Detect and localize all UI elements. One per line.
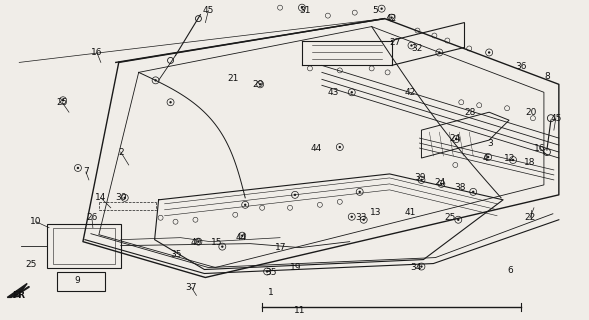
Text: 15: 15: [211, 238, 222, 247]
Circle shape: [62, 99, 64, 101]
Text: 45: 45: [550, 114, 561, 123]
Text: 41: 41: [405, 208, 416, 217]
Circle shape: [421, 179, 423, 181]
Text: FR: FR: [12, 291, 25, 300]
Text: 1: 1: [268, 288, 274, 297]
Circle shape: [350, 216, 353, 218]
Text: 36: 36: [515, 62, 527, 71]
Text: 43: 43: [327, 88, 339, 97]
Circle shape: [124, 197, 126, 199]
Text: 11: 11: [294, 306, 306, 315]
Text: 27: 27: [389, 38, 401, 47]
Text: 16: 16: [91, 48, 102, 57]
Text: 10: 10: [31, 217, 42, 226]
Text: 31: 31: [299, 6, 311, 15]
Circle shape: [339, 146, 341, 148]
Circle shape: [487, 156, 489, 158]
Circle shape: [488, 51, 491, 54]
Text: 42: 42: [386, 14, 397, 23]
Circle shape: [455, 138, 458, 140]
Circle shape: [294, 194, 296, 196]
Text: 44: 44: [310, 144, 322, 153]
Text: 7: 7: [83, 167, 89, 176]
Text: 30: 30: [115, 193, 127, 202]
Text: 25: 25: [445, 213, 456, 222]
Text: 42: 42: [405, 88, 416, 97]
Text: 35: 35: [266, 268, 277, 277]
Text: 26: 26: [86, 213, 98, 222]
Circle shape: [241, 235, 243, 237]
Circle shape: [301, 6, 303, 9]
Text: 19: 19: [290, 263, 302, 272]
Text: 16: 16: [534, 144, 545, 153]
Text: 3: 3: [487, 139, 493, 148]
Text: 4: 4: [482, 154, 488, 163]
Text: 37: 37: [186, 283, 197, 292]
Text: 24: 24: [449, 133, 461, 143]
Text: 22: 22: [524, 213, 535, 222]
Circle shape: [244, 204, 246, 206]
Text: 8: 8: [544, 72, 550, 81]
Circle shape: [457, 219, 459, 221]
Circle shape: [170, 101, 172, 103]
Text: 18: 18: [524, 158, 536, 167]
Text: 40: 40: [191, 238, 202, 247]
Circle shape: [221, 245, 223, 248]
Circle shape: [362, 219, 365, 221]
Circle shape: [391, 16, 393, 19]
Text: 25: 25: [57, 98, 68, 107]
Circle shape: [154, 79, 157, 82]
Text: 44: 44: [236, 233, 247, 242]
Text: 24: 24: [435, 179, 446, 188]
Text: 38: 38: [455, 183, 466, 192]
Circle shape: [512, 159, 514, 161]
Circle shape: [380, 7, 383, 10]
Text: 17: 17: [275, 243, 287, 252]
Text: 35: 35: [171, 250, 182, 259]
Text: 5: 5: [373, 6, 379, 15]
Text: 25: 25: [25, 260, 37, 269]
Polygon shape: [7, 284, 27, 297]
Text: 20: 20: [525, 108, 537, 117]
Circle shape: [421, 265, 423, 268]
Text: 34: 34: [410, 263, 421, 272]
Text: 9: 9: [74, 276, 80, 285]
Text: 2: 2: [118, 148, 124, 156]
Circle shape: [438, 51, 441, 54]
Circle shape: [472, 191, 474, 193]
Text: 21: 21: [227, 74, 239, 83]
Text: 39: 39: [415, 173, 426, 182]
Text: 45: 45: [203, 6, 214, 15]
Text: 33: 33: [355, 213, 366, 222]
Circle shape: [440, 183, 442, 185]
Circle shape: [259, 83, 262, 85]
Circle shape: [411, 44, 413, 47]
Circle shape: [266, 270, 269, 273]
Text: 12: 12: [504, 154, 516, 163]
Circle shape: [350, 91, 353, 93]
Text: 6: 6: [507, 266, 513, 275]
Text: 32: 32: [412, 44, 423, 53]
Text: 13: 13: [370, 208, 382, 217]
Circle shape: [77, 167, 79, 169]
Circle shape: [197, 240, 200, 243]
Text: 28: 28: [465, 108, 476, 117]
Text: 14: 14: [95, 193, 107, 202]
Circle shape: [359, 191, 361, 193]
Text: 29: 29: [253, 80, 264, 89]
